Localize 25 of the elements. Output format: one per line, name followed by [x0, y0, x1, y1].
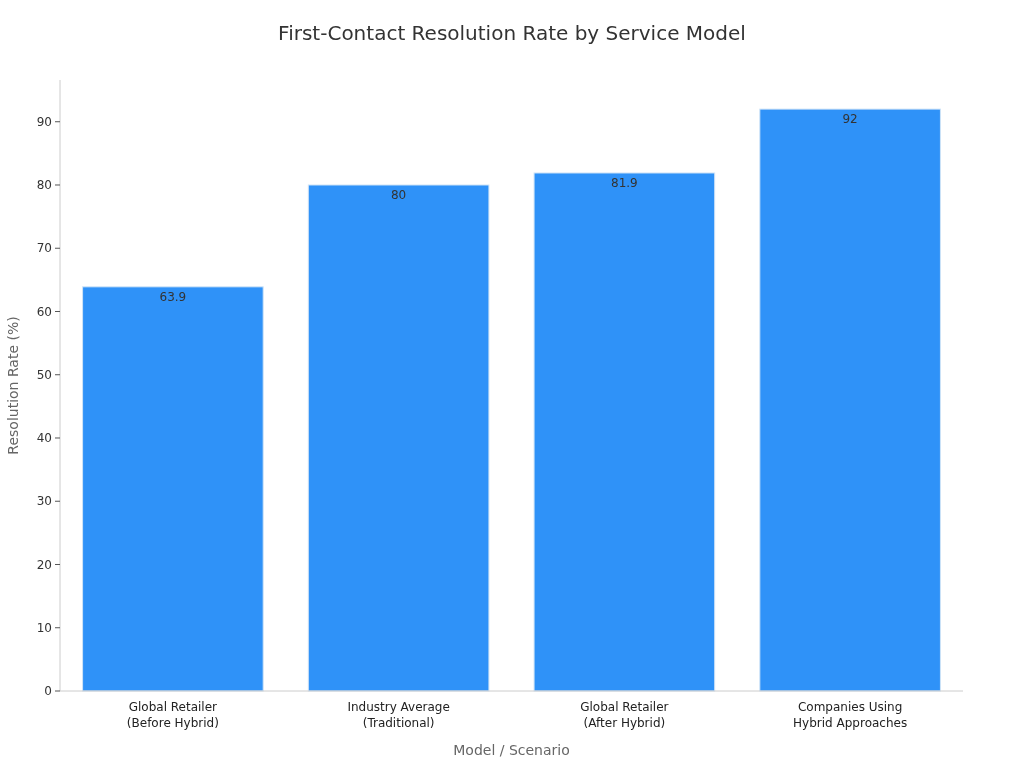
bar	[307, 184, 490, 692]
y-axis-title: Resolution Rate (%)	[5, 316, 21, 455]
bar	[82, 286, 264, 692]
y-tick-label: 40	[36, 431, 52, 446]
y-tick-label: 70	[36, 241, 52, 256]
x-tick-label: Global Retailer (After Hybrid)	[580, 700, 669, 730]
chart-title: First-Contact Resolution Rate by Service Model	[278, 21, 746, 45]
y-tick-label: 90	[36, 114, 52, 129]
data-label: 63.9	[159, 289, 187, 304]
y-tick-label: 20	[36, 557, 52, 572]
x-axis-title: Model / Scenario	[453, 742, 570, 758]
bar	[759, 108, 941, 692]
data-label: 81.9	[611, 175, 638, 190]
x-tick-label: Global Retailer (Before Hybrid)	[126, 700, 219, 730]
y-tick-label: 50	[36, 367, 52, 382]
y-tick-label: 80	[36, 178, 52, 193]
y-tick-label: 30	[36, 494, 52, 509]
y-tick-label: 10	[36, 620, 52, 635]
x-tick-label: Industry Average (Traditional)	[347, 700, 450, 730]
data-label: 80	[390, 188, 407, 202]
x-tick-label: Companies Using Hybrid Approaches	[793, 700, 908, 730]
y-tick-label: 60	[36, 304, 52, 319]
data-label: 92	[842, 112, 858, 127]
bar	[533, 172, 716, 692]
y-tick-label: 0	[44, 684, 52, 699]
